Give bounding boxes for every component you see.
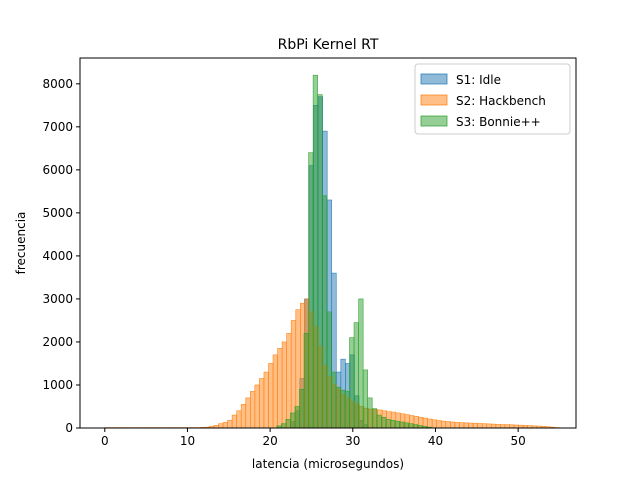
histogram-bar xyxy=(500,425,505,428)
histogram-bar xyxy=(395,421,400,428)
x-tick-label: 50 xyxy=(510,434,525,448)
histogram-bar xyxy=(331,372,336,428)
legend-swatch xyxy=(421,74,447,84)
histogram-bar xyxy=(432,420,437,428)
histogram-bar xyxy=(336,387,341,428)
histogram-bar xyxy=(363,370,368,428)
x-tick-label: 10 xyxy=(180,434,195,448)
histogram-bar xyxy=(400,422,405,428)
chart-title: RbPi Kernel RT xyxy=(278,37,379,53)
histogram-bar xyxy=(359,299,364,428)
histogram-bar xyxy=(491,424,496,428)
histogram-bar xyxy=(299,389,304,428)
legend-label: S3: Bonnie++ xyxy=(456,115,541,129)
x-tick-label: 40 xyxy=(428,434,443,448)
histogram-bar xyxy=(322,196,327,428)
histogram-bar xyxy=(340,390,345,428)
histogram-bar xyxy=(469,423,474,428)
histogram-bar xyxy=(281,424,286,428)
histogram-bar xyxy=(218,424,223,428)
histogram-bar xyxy=(264,372,269,428)
histogram-bar xyxy=(268,363,273,428)
y-axis-label: frecuencia xyxy=(14,212,28,275)
y-tick-label: 2000 xyxy=(42,335,73,349)
histogram-bar xyxy=(478,423,483,428)
histogram-bar xyxy=(496,424,501,428)
legend-label: S1: Idle xyxy=(456,73,501,87)
histogram-bar xyxy=(482,424,487,428)
y-tick-label: 4000 xyxy=(42,249,73,263)
histogram-bar xyxy=(246,398,251,428)
histogram-bar xyxy=(381,417,386,428)
histogram-bar xyxy=(237,411,242,428)
histogram-bar xyxy=(232,415,237,428)
legend: S1: Idle S2: Hackbench S3: Bonnie++ xyxy=(415,64,570,134)
histogram-bar xyxy=(313,75,318,428)
histogram-bar xyxy=(282,342,287,428)
histogram-bar xyxy=(464,423,469,428)
legend-label: S2: Hackbench xyxy=(456,94,546,108)
y-tick-label: 5000 xyxy=(42,206,73,220)
histogram-bar xyxy=(228,420,233,428)
histogram-bar xyxy=(441,421,446,428)
x-axis-label: latencia (microsegundos) xyxy=(252,457,404,471)
legend-swatch xyxy=(421,116,447,126)
histogram-bar xyxy=(404,423,409,428)
histogram-bar xyxy=(413,425,418,428)
histogram-bar xyxy=(409,424,414,428)
histogram-bar xyxy=(459,423,464,428)
histogram-bar xyxy=(345,391,350,428)
y-tick-label: 7000 xyxy=(42,120,73,134)
histogram-bar xyxy=(390,420,395,428)
histogram-bar xyxy=(368,398,373,428)
histogram-bar xyxy=(349,338,354,428)
histogram-bar xyxy=(450,422,455,428)
histogram-bar xyxy=(295,406,300,428)
x-tick-label: 30 xyxy=(345,434,360,448)
legend-swatch xyxy=(421,95,447,105)
histogram-bar xyxy=(354,323,359,428)
histogram-bar xyxy=(377,415,382,428)
histogram-bar xyxy=(473,423,478,428)
histogram-bar xyxy=(259,379,264,428)
histogram-bar xyxy=(446,422,451,428)
histogram-bar xyxy=(318,95,323,428)
histogram-bar xyxy=(304,333,309,428)
histogram-bar xyxy=(286,419,291,428)
histogram-bar xyxy=(386,419,391,428)
y-tick-label: 6000 xyxy=(42,163,73,177)
histogram-bar xyxy=(505,425,510,428)
histogram-bar xyxy=(437,420,442,428)
histogram-bar xyxy=(327,312,332,428)
histogram-bar xyxy=(455,422,460,428)
histogram-bar xyxy=(250,391,255,428)
y-tick-label: 8000 xyxy=(42,77,73,91)
histogram-bar xyxy=(372,409,377,428)
histogram-bar xyxy=(309,153,314,428)
y-tick-label: 3000 xyxy=(42,292,73,306)
histogram-bar xyxy=(255,385,260,428)
y-tick-label: 1000 xyxy=(42,378,73,392)
x-tick-label: 0 xyxy=(101,434,109,448)
y-tick-label: 0 xyxy=(65,421,73,435)
x-tick-label: 20 xyxy=(262,434,277,448)
histogram-bar xyxy=(273,355,278,428)
histogram-bar xyxy=(223,422,228,428)
histogram-bar xyxy=(487,424,492,428)
histogram-bar xyxy=(428,419,433,428)
histogram-bar xyxy=(290,413,295,428)
histogram-bar xyxy=(278,348,283,428)
histogram-bar xyxy=(241,404,246,428)
